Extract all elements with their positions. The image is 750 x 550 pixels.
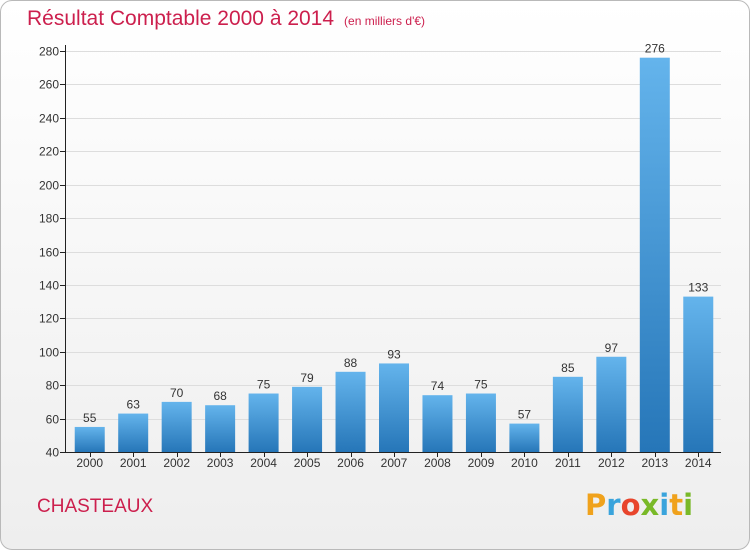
y-tick-label-140: 140 — [39, 279, 59, 293]
bar-2000 — [74, 426, 105, 452]
y-tick-label-220: 220 — [39, 145, 59, 159]
y-tick-label-180: 180 — [39, 212, 59, 226]
chart-unit: (en milliers d'€) — [344, 14, 426, 28]
y-tick-label-200: 200 — [39, 179, 59, 193]
bar-layer — [74, 57, 714, 452]
value-label-2009: 75 — [474, 378, 488, 392]
bar-2011 — [552, 376, 583, 452]
logo-letter-2: o — [620, 488, 641, 522]
value-label-2014: 133 — [688, 281, 708, 295]
x-tick-label-2009: 2009 — [468, 456, 495, 470]
x-tick-label-2007: 2007 — [381, 456, 408, 470]
x-tick-label-2005: 2005 — [294, 456, 321, 470]
x-tick-label-2014: 2014 — [685, 456, 712, 470]
bar-2007 — [379, 363, 409, 452]
y-tick-label-120: 120 — [39, 312, 59, 326]
y-tick-label-80: 80 — [46, 379, 60, 393]
bar-2013 — [639, 57, 670, 452]
y-tick-label-40: 40 — [46, 446, 60, 460]
x-tick-label-2000: 2000 — [76, 456, 103, 470]
bar-2003 — [205, 405, 236, 452]
value-label-2013: 276 — [645, 42, 665, 56]
x-tick-label-2006: 2006 — [337, 456, 364, 470]
value-label-2004: 75 — [257, 378, 271, 392]
value-label-2011: 85 — [561, 361, 575, 375]
x-tick-label-2011: 2011 — [555, 456, 581, 470]
bar-2004 — [248, 393, 279, 452]
bar-2006 — [335, 371, 366, 452]
logo-letter-6: i — [683, 488, 694, 522]
value-label-2006: 88 — [344, 356, 358, 370]
chart-title: Résultat Comptable 2000 à 2014 — [27, 7, 335, 30]
value-label-2005: 79 — [300, 371, 314, 385]
proxiti-logo: Proxiti — [585, 488, 693, 522]
bar-2008 — [422, 395, 453, 452]
y-tick-label-160: 160 — [39, 246, 59, 260]
x-tick-label-2012: 2012 — [598, 456, 625, 470]
y-tick-label-60: 60 — [46, 413, 60, 427]
logo-letter-1: r — [606, 488, 621, 522]
axis-layer — [60, 45, 721, 457]
x-tick-label-2013: 2013 — [641, 456, 668, 470]
bar-2001 — [118, 413, 149, 452]
bar-2009 — [465, 393, 496, 452]
y-tick-label-280: 280 — [39, 45, 59, 59]
logo-letter-0: P — [585, 488, 607, 522]
chart-title-block: Résultat Comptable 2000 à 2014 (en millie… — [27, 7, 425, 31]
bar-2005 — [292, 386, 323, 452]
value-label-2001: 63 — [127, 398, 141, 412]
y-tick-label-260: 260 — [39, 78, 59, 92]
label-layer: 40 60 80 100 120 140 160 180 200 220 240 260 280 55 20… — [39, 42, 712, 470]
bar-2002 — [161, 401, 192, 452]
x-tick-label-2001: 2001 — [120, 456, 147, 470]
logo-letter-4: i — [659, 488, 670, 522]
bar-2014 — [683, 296, 714, 452]
x-tick-label-2010: 2010 — [511, 456, 538, 470]
place-name: CHASTEAUX — [37, 496, 154, 517]
x-tick-label-2002: 2002 — [163, 456, 190, 470]
bar-2010 — [509, 423, 540, 452]
value-label-2002: 70 — [170, 386, 184, 400]
x-tick-label-2003: 2003 — [207, 456, 234, 470]
value-label-2003: 68 — [213, 389, 227, 403]
logo-letter-3: x — [640, 488, 660, 522]
value-label-2000: 55 — [83, 411, 97, 425]
value-label-2007: 93 — [387, 347, 401, 361]
x-tick-label-2008: 2008 — [424, 456, 451, 470]
bar-2012 — [596, 356, 627, 452]
logo-letter-5: t — [669, 488, 684, 522]
x-tick-label-2004: 2004 — [250, 456, 277, 470]
value-label-2008: 74 — [431, 379, 445, 393]
value-label-2012: 97 — [605, 341, 619, 355]
value-label-2010: 57 — [518, 408, 532, 422]
y-tick-label-100: 100 — [39, 346, 59, 360]
y-tick-label-240: 240 — [39, 112, 59, 126]
